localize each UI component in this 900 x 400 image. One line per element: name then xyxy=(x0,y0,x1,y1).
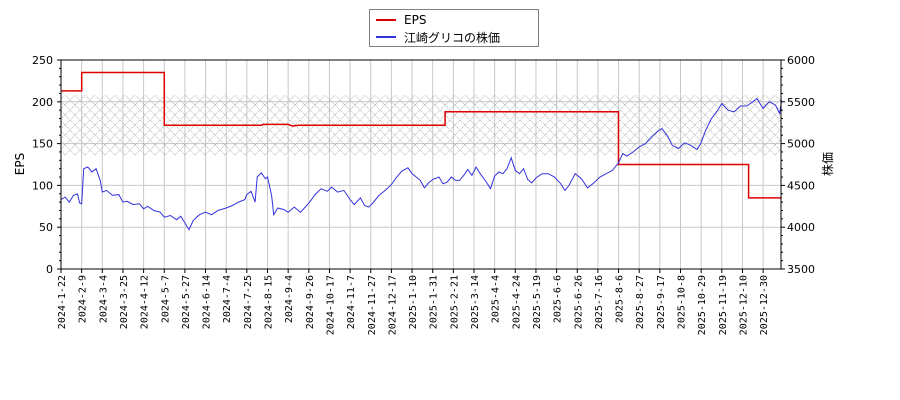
svg-text:2025-1-10: 2025-1-10 xyxy=(408,275,419,329)
svg-text:2025-11-19: 2025-11-19 xyxy=(718,275,729,335)
legend-label-eps: EPS xyxy=(404,13,427,27)
svg-text:2024-8-15: 2024-8-15 xyxy=(264,275,275,329)
x-axis: 2024-1-22 2024-2-9 2024-3-4 2024-3-25 2024-4… xyxy=(57,269,770,335)
legend-item-price: 江崎グリコの株価 xyxy=(376,29,500,45)
svg-text:2025-12-30: 2025-12-30 xyxy=(759,275,770,335)
price-swatch-icon xyxy=(376,36,396,38)
svg-text:2024-3-25: 2024-3-25 xyxy=(119,275,130,329)
svg-text:100: 100 xyxy=(32,179,53,192)
legend-label-price: 江崎グリコの株価 xyxy=(404,30,501,45)
svg-text:2025-5-19: 2025-5-19 xyxy=(532,275,543,329)
svg-text:2024-3-4: 2024-3-4 xyxy=(98,275,109,323)
legend-item-eps: EPS xyxy=(376,12,426,28)
svg-text:2025-4-24: 2025-4-24 xyxy=(511,275,522,329)
svg-text:250: 250 xyxy=(32,54,53,67)
svg-text:2024-12-17: 2024-12-17 xyxy=(387,275,398,335)
svg-text:2025-10-29: 2025-10-29 xyxy=(697,275,708,335)
svg-text:2024-7-4: 2024-7-4 xyxy=(222,275,233,323)
svg-text:2024-5-27: 2024-5-27 xyxy=(181,275,192,329)
svg-text:50: 50 xyxy=(39,221,53,234)
svg-text:2025-4-4: 2025-4-4 xyxy=(491,275,502,323)
svg-text:0: 0 xyxy=(46,263,53,276)
eps-swatch-icon xyxy=(376,19,396,21)
right-y-axis: 3500 4000 4500 5000 5500 6000 xyxy=(781,54,815,276)
svg-text:2025-8-27: 2025-8-27 xyxy=(635,275,646,329)
left-axis-title: EPS xyxy=(13,153,27,175)
right-axis-title: 株価 xyxy=(820,152,835,176)
svg-text:2025-6-6: 2025-6-6 xyxy=(553,275,564,323)
svg-text:5000: 5000 xyxy=(787,138,815,151)
svg-text:2024-10-17: 2024-10-17 xyxy=(325,275,336,335)
left-y-axis: 0 50 100 150 200 250 xyxy=(32,54,61,276)
svg-text:2025-9-17: 2025-9-17 xyxy=(656,275,667,329)
svg-text:2025-1-31: 2025-1-31 xyxy=(429,275,440,329)
plot-frame xyxy=(60,59,782,270)
svg-text:2024-11-7: 2024-11-7 xyxy=(346,275,357,329)
svg-text:2024-2-9: 2024-2-9 xyxy=(78,275,89,323)
svg-text:5500: 5500 xyxy=(787,96,815,109)
svg-text:150: 150 xyxy=(32,138,53,151)
svg-text:4500: 4500 xyxy=(787,179,815,192)
svg-text:2024-4-12: 2024-4-12 xyxy=(140,275,151,329)
svg-text:2025-8-6: 2025-8-6 xyxy=(615,275,626,323)
svg-text:2024-1-22: 2024-1-22 xyxy=(57,275,68,329)
svg-text:2025-3-14: 2025-3-14 xyxy=(470,275,481,329)
svg-text:2025-2-21: 2025-2-21 xyxy=(449,275,460,329)
svg-text:2025-7-16: 2025-7-16 xyxy=(594,275,605,329)
svg-text:2024-11-27: 2024-11-27 xyxy=(367,275,378,335)
svg-text:2024-6-14: 2024-6-14 xyxy=(202,275,213,329)
eps-series-line xyxy=(61,71,782,199)
svg-text:2024-5-7: 2024-5-7 xyxy=(160,275,171,323)
svg-text:2024-9-26: 2024-9-26 xyxy=(305,275,316,329)
svg-text:2025-10-8: 2025-10-8 xyxy=(677,275,688,329)
svg-text:3500: 3500 xyxy=(787,263,815,276)
svg-text:2024-9-4: 2024-9-4 xyxy=(284,275,295,323)
svg-text:2024-7-25: 2024-7-25 xyxy=(243,275,254,329)
svg-text:4000: 4000 xyxy=(787,221,815,234)
svg-text:2025-6-26: 2025-6-26 xyxy=(573,275,584,329)
legend: EPS 江崎グリコの株価 xyxy=(369,9,539,47)
price-series-line xyxy=(60,97,783,231)
svg-text:200: 200 xyxy=(32,96,53,109)
svg-text:6000: 6000 xyxy=(787,54,815,67)
svg-text:2025-12-10: 2025-12-10 xyxy=(738,275,749,335)
